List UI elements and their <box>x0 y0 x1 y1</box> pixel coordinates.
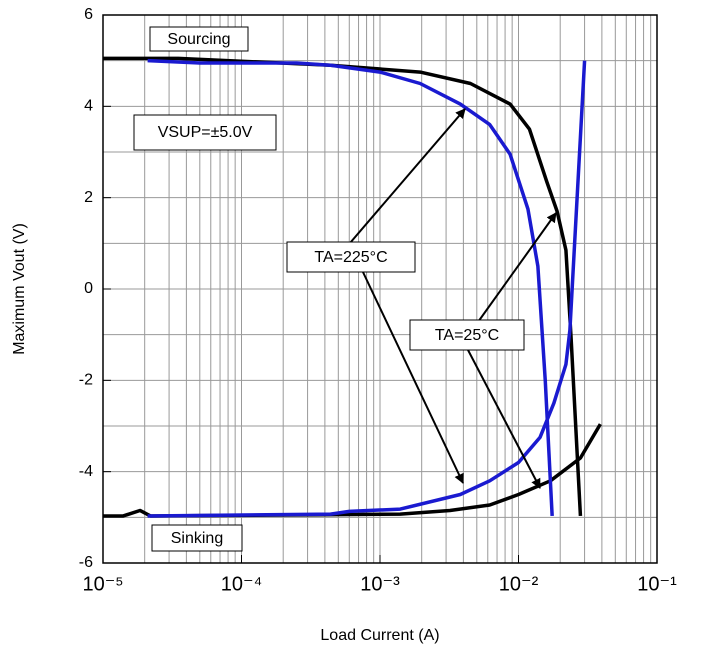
x-tick-label: 10⁻⁴ <box>221 573 262 595</box>
y-tick-label: 6 <box>84 6 93 23</box>
data-line <box>147 60 587 518</box>
grid <box>102 14 658 564</box>
x-tick-label: 10⁻⁵ <box>82 573 123 595</box>
annotation-box <box>409 319 525 351</box>
annotation: TA=25°C <box>435 327 499 344</box>
y-axis-label: Maximum Vout (V) <box>11 223 28 355</box>
x-tick-label: 10⁻¹ <box>637 573 677 595</box>
annotation: TA=225°C <box>314 249 387 266</box>
arrows <box>349 108 557 489</box>
y-tick-label: -4 <box>79 463 93 480</box>
annotation-box <box>149 26 249 52</box>
lines <box>103 56 602 518</box>
data-line <box>147 58 554 517</box>
annotation-box <box>286 241 416 273</box>
y-tick-label: 0 <box>84 280 93 297</box>
annotation: Sinking <box>171 530 223 547</box>
y-tick-label: -6 <box>79 554 93 571</box>
y-tick-label: -2 <box>79 372 93 389</box>
arrow <box>349 108 466 244</box>
x-tick-label: 10⁻² <box>499 573 539 595</box>
data-line <box>103 423 602 518</box>
y-tick-label: 2 <box>84 189 93 206</box>
annotation: VSUP=±5.0V <box>158 124 253 141</box>
annotation-box <box>151 524 243 552</box>
y-tick-label: 4 <box>84 98 93 115</box>
arrow <box>467 349 541 489</box>
x-tick-label: 10⁻³ <box>360 573 400 595</box>
x-axis-label: Load Current (A) <box>320 627 439 644</box>
arrow <box>477 212 557 323</box>
ticks: 10⁻⁵ 10⁻⁴ 10⁻³ 10⁻² 10⁻¹ -6 -4 -2 0 2 4 6 <box>79 6 677 595</box>
arrow <box>361 269 464 484</box>
annotation-box <box>133 114 277 151</box>
annotation: Sourcing <box>167 31 230 48</box>
